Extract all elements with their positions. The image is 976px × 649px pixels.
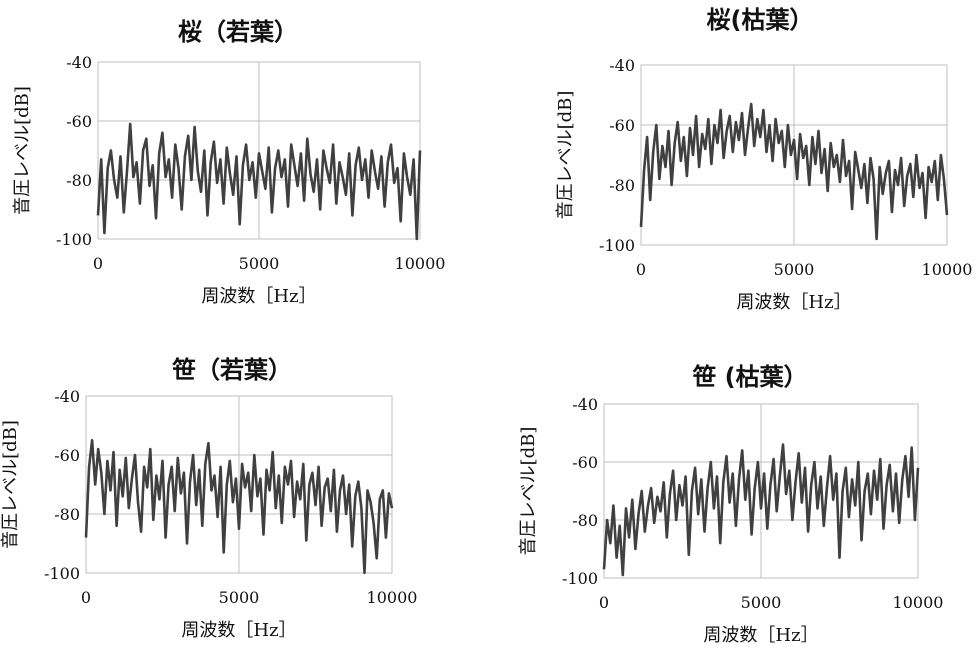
y-tick-label: -100 — [56, 230, 92, 249]
y-axis-label: 音圧レベル[dB] — [518, 427, 539, 556]
x-axis-label: 周波数［Hz］ — [181, 620, 296, 641]
y-tick-label: -40 — [54, 387, 80, 406]
series-line — [639, 102, 949, 241]
x-tick-label: 0 — [599, 593, 609, 612]
chart-title: 笹 (枯葉） — [692, 363, 807, 391]
x-axis-label: 周波数［Hz］ — [703, 625, 818, 646]
y-tick-label: -40 — [66, 53, 92, 72]
y-tick-label: -100 — [44, 564, 80, 583]
y-tick-label: -40 — [572, 395, 598, 414]
x-axis-label: 周波数［Hz］ — [736, 292, 851, 313]
y-axis-label: 音圧レベル[dB] — [12, 86, 33, 215]
chart-3: 笹（若葉） -40 -60 -80 -1000 5000 10000 周波数［Hz］ 音圧レベル… — [0, 356, 417, 641]
x-axis-label: 周波数［Hz］ — [201, 286, 316, 307]
x-tick-label: 10000 — [395, 254, 446, 273]
chart-title: 桜(枯葉） — [707, 6, 814, 34]
series-line — [84, 438, 394, 575]
chart-1: 桜（若葉） -40 -60 -80 -1000 5000 10000 周波数［Hz］ 音圧レベル… — [12, 18, 445, 307]
chart-2: 桜(枯葉） -40 -60 -80 -1000 5000 10000 周波数［Hz］ 音圧レベル… — [555, 6, 972, 313]
y-tick-label: -80 — [572, 511, 598, 530]
y-tick-label: -100 — [599, 236, 635, 255]
y-axis-label: 音圧レベル[dB] — [555, 91, 576, 220]
y-axis-label: 音圧レベル[dB] — [0, 420, 21, 549]
y-tick-label: -60 — [54, 446, 80, 465]
series-line — [96, 122, 422, 241]
y-tick-label: -80 — [54, 505, 80, 524]
x-tick-label: 0 — [81, 588, 91, 607]
y-tick-label: -60 — [66, 112, 92, 131]
x-tick-label: 10000 — [893, 593, 944, 612]
chart-4: 笹 (枯葉） -40 -60 -80 -1000 5000 10000 周波数［Hz］ 音圧レベ… — [518, 363, 943, 646]
chart-title: 笹（若葉） — [172, 356, 292, 384]
y-tick-label: -60 — [572, 453, 598, 472]
y-tick-label: -40 — [609, 56, 635, 75]
chart-title: 桜（若葉） — [178, 18, 298, 46]
x-tick-label: 5000 — [741, 593, 782, 612]
x-tick-label: 5000 — [239, 254, 280, 273]
x-tick-label: 5000 — [774, 260, 815, 279]
x-tick-label: 10000 — [367, 588, 418, 607]
x-tick-label: 0 — [636, 260, 646, 279]
y-tick-label: -100 — [562, 569, 598, 588]
y-tick-label: -60 — [609, 116, 635, 135]
y-tick-label: -80 — [66, 171, 92, 190]
x-tick-label: 0 — [93, 254, 103, 273]
x-tick-label: 10000 — [922, 260, 973, 279]
series-line — [602, 443, 920, 577]
y-tick-label: -80 — [609, 176, 635, 195]
x-tick-label: 5000 — [219, 588, 260, 607]
